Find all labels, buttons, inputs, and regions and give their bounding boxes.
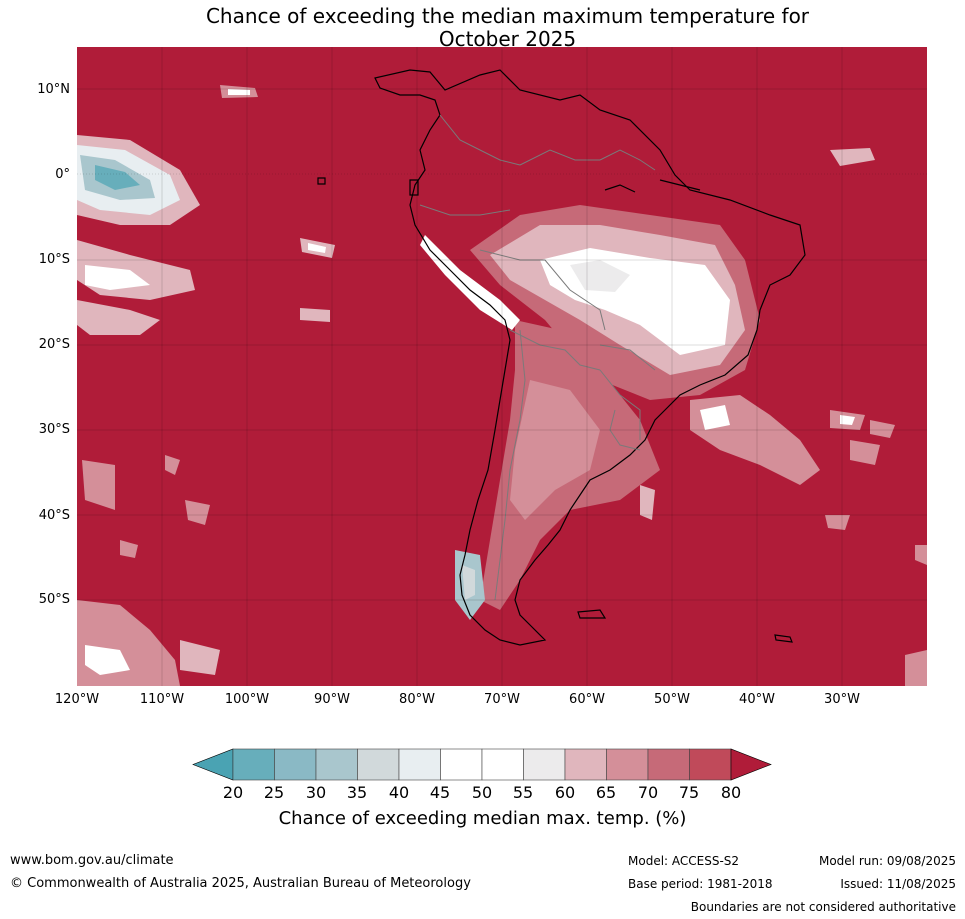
colorbar-tick: 35 (346, 783, 368, 802)
colorbar-segment (606, 748, 649, 781)
colorbar-tick: 55 (512, 783, 534, 802)
colorbar-tick: 80 (720, 783, 742, 802)
lat-label-20s: 20°S (38, 337, 70, 352)
colorbar-segment (274, 748, 317, 781)
colorbar-tick: 25 (263, 783, 285, 802)
lon-label-80w: 80°W (399, 692, 435, 707)
map-title-line2: October 2025 (438, 27, 577, 51)
lon-label-110w: 110°W (139, 692, 185, 707)
colorbar-tick: 45 (429, 783, 451, 802)
disclaimer-text: Boundaries are not considered authoritat… (690, 900, 956, 914)
colorbar-tick: 20 (222, 783, 244, 802)
country-borders (419, 114, 656, 601)
map-title-line1: Chance of exceeding the median maximum t… (205, 4, 810, 28)
base-period-text: Base period: 1981-2018 (628, 877, 773, 891)
colorbar (192, 748, 772, 781)
colorbar-tick: 30 (305, 783, 327, 802)
colorbar-tick: 50 (471, 783, 493, 802)
lon-label-30w: 30°W (824, 692, 860, 707)
lon-label-40w: 40°W (739, 692, 775, 707)
lat-label-0: 0° (55, 167, 70, 182)
colorbar-segment (440, 748, 483, 781)
graticule (77, 47, 927, 686)
issued-text: Issued: 11/08/2025 (840, 877, 956, 891)
colorbar-over-arrow (730, 748, 772, 781)
colorbar-segment (481, 748, 524, 781)
south-america-coast (374, 69, 806, 646)
colorbar-tick: 70 (637, 783, 659, 802)
lon-label-50w: 50°W (654, 692, 690, 707)
colorbar-segment (689, 748, 732, 781)
colorbar-tick: 60 (554, 783, 576, 802)
copyright-text: © Commonwealth of Australia 2025, Austra… (10, 876, 471, 891)
lon-label-90w: 90°W (314, 692, 350, 707)
lat-label-10n: 10°N (37, 82, 70, 97)
probability-patches (77, 85, 927, 686)
lat-label-10s: 10°S (38, 252, 70, 267)
colorbar-tick: 75 (678, 783, 700, 802)
colorbar-segment (398, 748, 441, 781)
colorbar-segment (523, 748, 566, 781)
colorbar-segment (564, 748, 607, 781)
colorbar-tick: 65 (595, 783, 617, 802)
lon-label-70w: 70°W (484, 692, 520, 707)
colorbar-segment (647, 748, 690, 781)
lat-label-50s: 50°S (38, 592, 70, 607)
colorbar-under-arrow (192, 748, 234, 781)
lat-label-30s: 30°S (38, 422, 70, 437)
model-text: Model: ACCESS-S2 (628, 854, 740, 868)
colorbar-segment (357, 748, 400, 781)
lon-label-60w: 60°W (569, 692, 605, 707)
lon-label-100w: 100°W (224, 692, 270, 707)
lon-label-120w: 120°W (54, 692, 100, 707)
colorbar-segment (315, 748, 358, 781)
patch-andes-white (420, 235, 520, 330)
website-text: www.bom.gov.au/climate (10, 853, 174, 868)
coastlines (317, 69, 806, 646)
colorbar-tick: 40 (388, 783, 410, 802)
colorbar-segment (232, 748, 275, 781)
model-run-text: Model run: 09/08/2025 (818, 854, 956, 868)
lat-label-40s: 40°S (38, 508, 70, 523)
colorbar-label: Chance of exceeding median max. temp. (%… (278, 808, 687, 829)
